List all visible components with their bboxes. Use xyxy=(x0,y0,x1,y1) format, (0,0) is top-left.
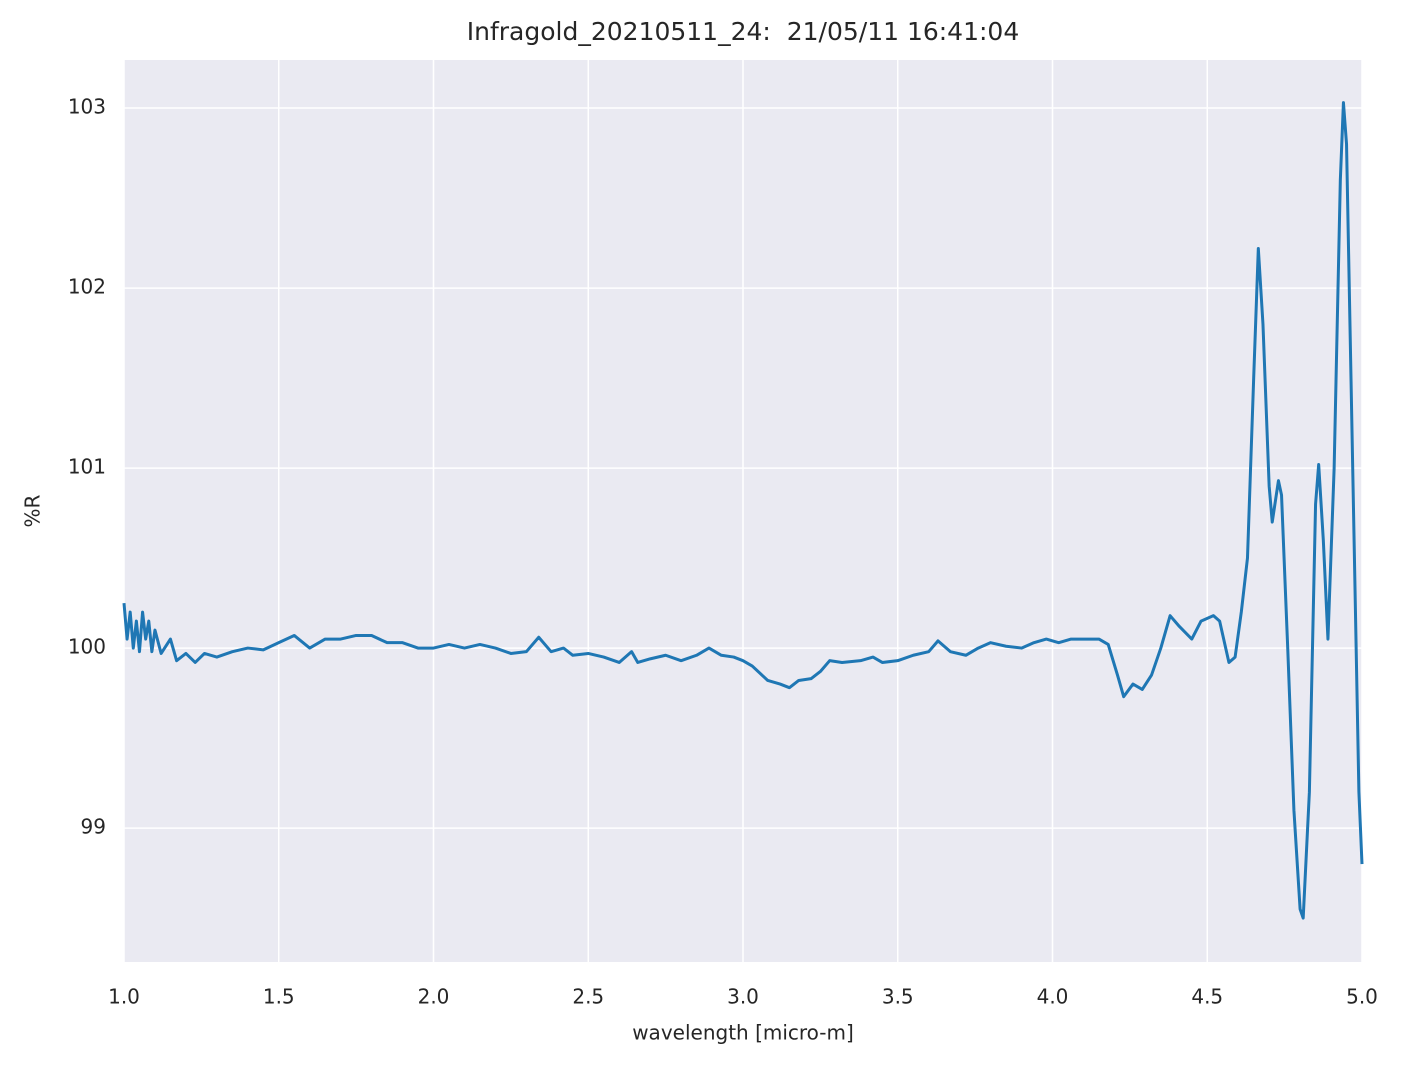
x-tick-label: 4.0 xyxy=(1037,985,1069,1009)
x-tick-label: 3.0 xyxy=(727,985,759,1009)
x-tick-label: 4.5 xyxy=(1191,985,1223,1009)
x-tick-label: 2.0 xyxy=(418,985,450,1009)
x-tick-label: 2.5 xyxy=(572,985,604,1009)
x-tick-label: 5.0 xyxy=(1346,985,1378,1009)
x-tick-label: 1.5 xyxy=(263,985,295,1009)
y-tick-label: 102 xyxy=(68,275,106,299)
x-tick-label: 1.0 xyxy=(108,985,140,1009)
chart-title: Infragold_20210511_24: 21/05/11 16:41:04 xyxy=(467,17,1019,46)
y-tick-label: 101 xyxy=(68,455,106,479)
y-tick-label: 100 xyxy=(68,635,106,659)
y-axis-label: %R xyxy=(21,494,45,527)
x-axis-label: wavelength [micro-m] xyxy=(632,1021,854,1045)
y-tick-label: 103 xyxy=(68,95,106,119)
x-tick-label: 3.5 xyxy=(882,985,914,1009)
y-tick-label: 99 xyxy=(81,815,106,839)
data-line xyxy=(122,101,1364,920)
